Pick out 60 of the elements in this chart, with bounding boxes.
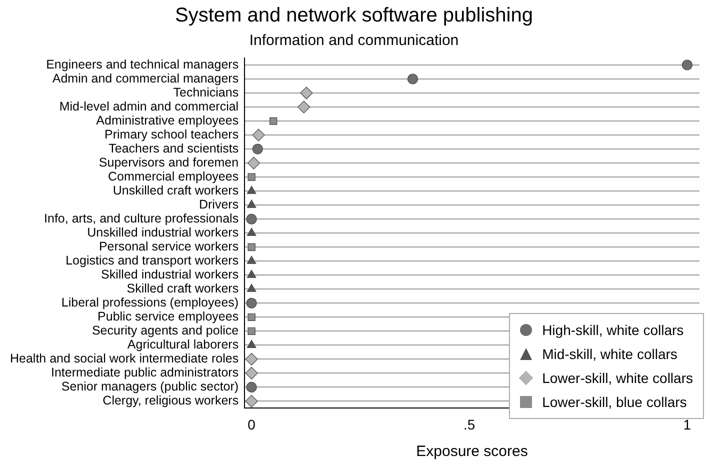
y-tick-label: Logistics and transport workers (66, 254, 239, 268)
chart-subtitle: Information and communication (249, 32, 459, 50)
y-tick-label: Primary school teachers (104, 127, 239, 142)
y-tick-label: Info, arts, and culture professionals (44, 212, 239, 226)
x-tick-label: 1 (683, 416, 692, 432)
point (246, 340, 256, 348)
point (248, 327, 256, 335)
y-tick-label: Drivers (198, 198, 239, 212)
point (246, 200, 256, 208)
y-tick-label: Public service employees (98, 310, 239, 324)
point (248, 173, 256, 181)
y-tick-label: Health and social work intermediate roles (10, 352, 239, 366)
legend-label: Mid-skill, white collars (542, 346, 678, 362)
point (270, 117, 278, 125)
chart-title: System and network software publishing (175, 4, 533, 27)
y-tick-label: Skilled craft workers (126, 282, 239, 296)
y-tick-label: Intermediate public administrators (50, 366, 239, 380)
point (245, 394, 258, 408)
y-tick-label: Liberal professions (employees) (61, 296, 239, 310)
y-tick-label: Skilled industrial workers (101, 268, 239, 282)
y-tick-label: Senior managers (public sector) (61, 380, 239, 394)
y-tick-label: Engineers and technical managers (46, 57, 239, 72)
point (245, 352, 258, 366)
y-tick-label: Technicians (173, 85, 239, 100)
point (407, 74, 418, 84)
point (246, 186, 256, 194)
legend-label: Lower-skill, blue collars (542, 394, 687, 410)
point (248, 313, 256, 321)
y-tick-label: Unskilled craft workers (112, 184, 239, 198)
y-tick-label: Agricultural laborers (127, 338, 239, 352)
y-tick-label: Unskilled industrial workers (87, 226, 239, 240)
point (682, 60, 692, 70)
y-tick-label: Admin and commercial managers (52, 71, 239, 86)
point (252, 128, 265, 142)
y-tick-label: Administrative employees (96, 113, 239, 128)
point (246, 256, 256, 264)
y-tick-label: Teachers and scientists (108, 142, 239, 156)
point (300, 86, 313, 100)
point (246, 214, 257, 224)
point (247, 156, 260, 170)
y-tick-label: Security agents and police (92, 324, 239, 338)
y-tick-label: Mid-level admin and commercial (59, 99, 239, 114)
y-tick-label: Commercial employees (108, 170, 239, 184)
y-tick-label: Personal service workers (98, 240, 239, 254)
point (245, 366, 258, 380)
point (246, 228, 256, 236)
point (246, 382, 257, 392)
point (298, 100, 310, 114)
legend-label: Lower-skill, white collars (542, 370, 693, 386)
point (246, 298, 257, 308)
x-axis-title: Exposure scores (416, 443, 528, 460)
y-tick-label: Supervisors and foremen (98, 156, 239, 170)
point (246, 284, 256, 292)
x-tick-label: 0 (248, 416, 256, 432)
point (246, 270, 256, 278)
legend-label: High-skill, white collars (542, 322, 684, 338)
point (248, 243, 256, 251)
x-tick-label: .5 (464, 416, 476, 432)
point (252, 144, 263, 154)
y-tick-label: Clergy, religious workers (102, 394, 239, 408)
